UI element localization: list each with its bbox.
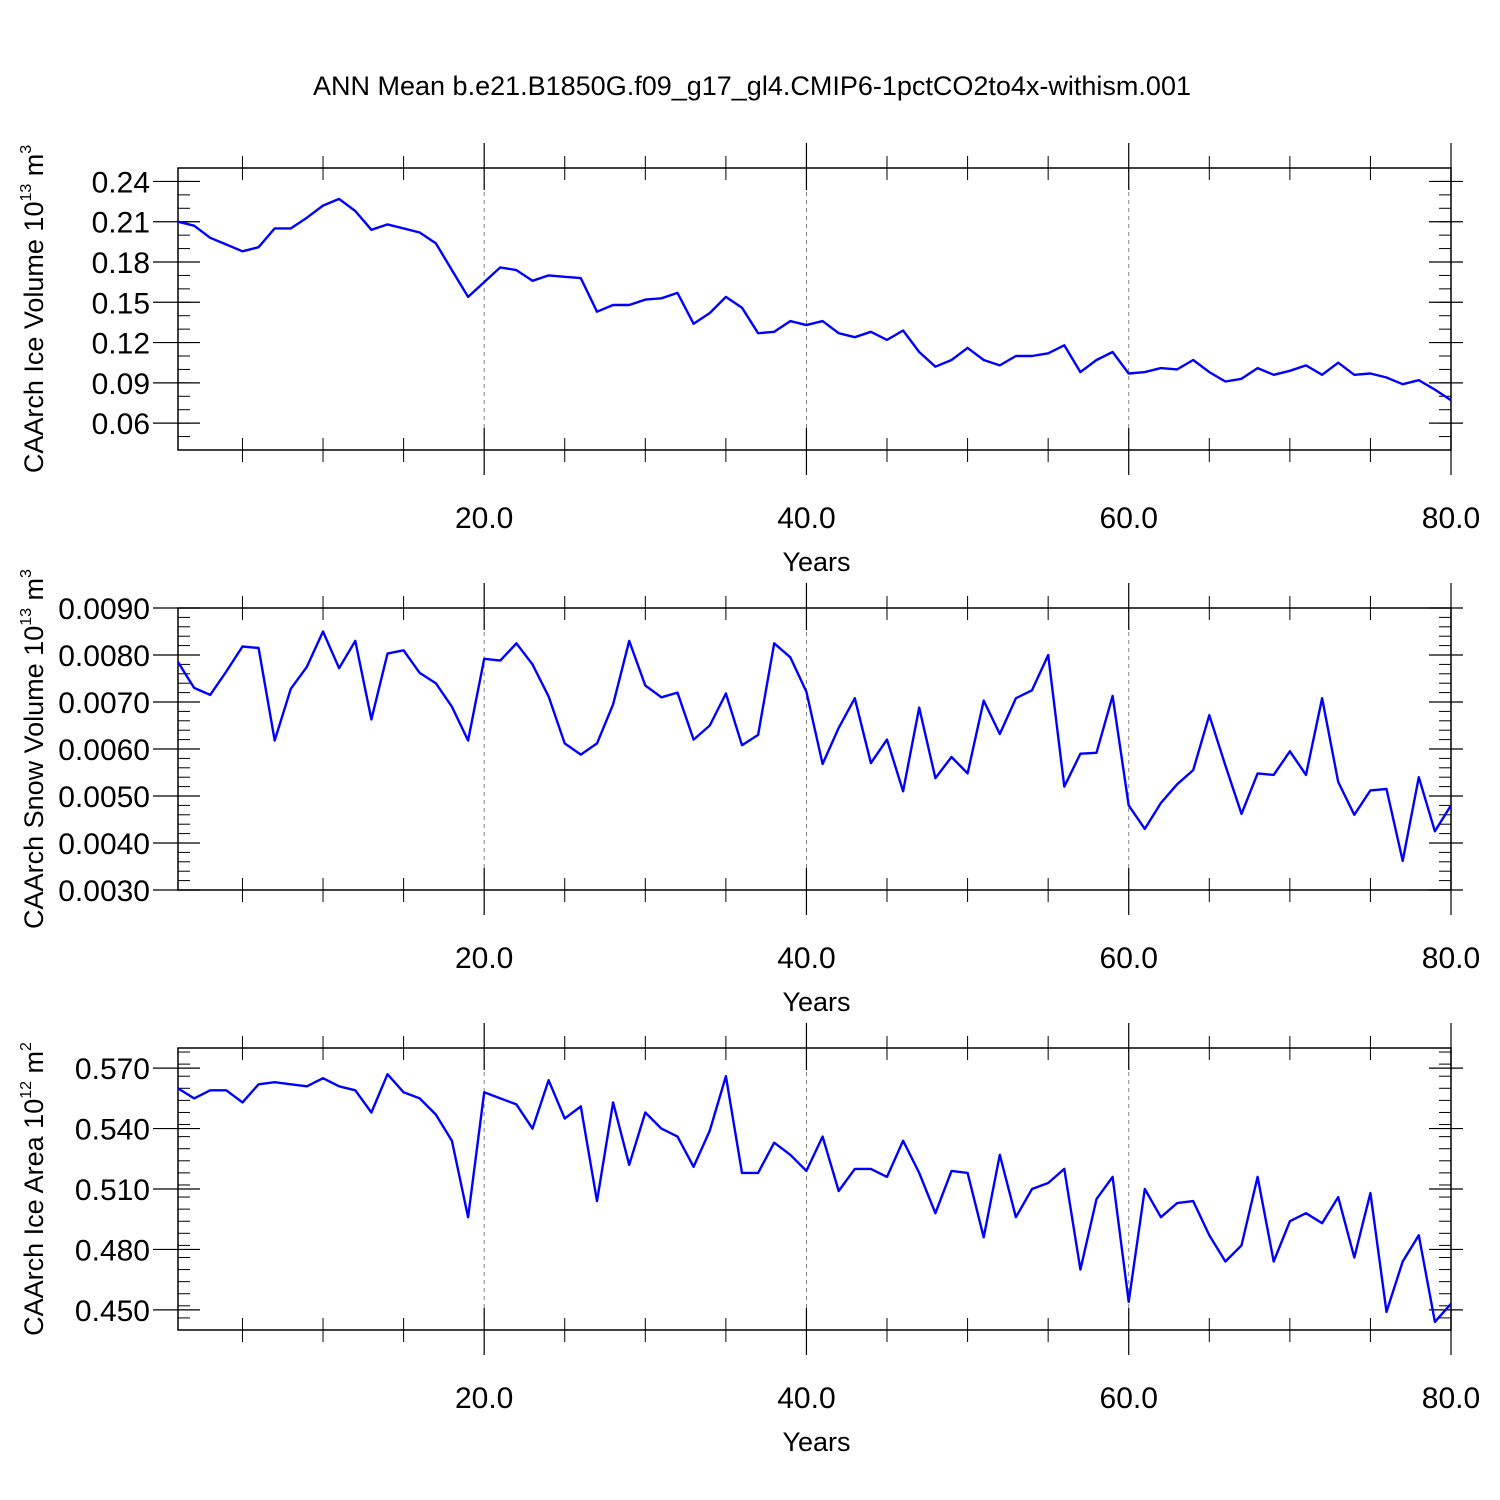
y-tick-label: 0.0050 <box>58 781 150 814</box>
figure-title: ANN Mean b.e21.B1850G.f09_g17_gl4.CMIP6-… <box>313 71 1191 101</box>
y-tick-label: 0.480 <box>75 1234 150 1267</box>
plot-frame <box>177 167 1452 451</box>
x-tick-label: 60.0 <box>1100 1382 1158 1415</box>
y-tick-label: 0.06 <box>92 408 150 441</box>
x-tick-label: 20.0 <box>455 942 513 975</box>
series-line <box>177 197 1452 402</box>
x-tick-label: 60.0 <box>1100 942 1158 975</box>
x-tick-label: 40.0 <box>777 502 835 535</box>
panel-ice-area: 0.450 0.480 0.510 0.540 0.570 20.0 40.0 60.0 80.… <box>18 1023 1480 1457</box>
x-tick-label: 20.0 <box>455 502 513 535</box>
series-line <box>177 1072 1452 1324</box>
y-tick-label: 0.21 <box>92 207 150 240</box>
x-tick-label: 60.0 <box>1100 502 1158 535</box>
y-tick-label: 0.570 <box>75 1053 150 1086</box>
y-tick-label: 0.12 <box>92 328 150 361</box>
y-tick-label: 0.0080 <box>58 640 150 673</box>
x-tick-label: 40.0 <box>777 1382 835 1415</box>
plot-frame <box>177 1047 1452 1331</box>
panel-snow-volume: 0.0030 0.0040 0.0050 0.0060 0.0070 0.0080 0.00… <box>18 569 1480 1017</box>
y-axis-label: CAArch Ice Volume 1013 m3 <box>18 145 49 473</box>
y-axis-label: CAArch Ice Area 1012 m2 <box>18 1042 49 1336</box>
y-tick-label: 0.450 <box>75 1295 150 1328</box>
y-tick-label: 0.0060 <box>58 734 150 767</box>
series-line <box>176 630 1453 863</box>
y-tick-label: 0.540 <box>75 1114 150 1147</box>
y-tick-label: 0.0030 <box>58 875 150 908</box>
plot-frame <box>177 607 1452 891</box>
y-tick-label: 0.15 <box>92 287 150 320</box>
x-tick-label: 80.0 <box>1422 502 1480 535</box>
x-tick-label: 80.0 <box>1422 1382 1480 1415</box>
x-tick-label: 40.0 <box>777 942 835 975</box>
x-axis-label: Years <box>782 1427 850 1457</box>
y-tick-label: 0.0070 <box>58 687 150 720</box>
x-axis-label: Years <box>782 987 850 1017</box>
y-tick-label: 0.18 <box>92 247 150 280</box>
panel-ice-volume: 0.06 0.09 0.12 0.15 0.18 0.21 0.24 20.0 40.0 60.0… <box>18 143 1480 577</box>
x-tick-label: 20.0 <box>455 1382 513 1415</box>
x-tick-label: 80.0 <box>1422 942 1480 975</box>
y-tick-label: 0.09 <box>92 368 150 401</box>
y-tick-label: 0.510 <box>75 1174 150 1207</box>
x-axis-label: Years <box>782 547 850 577</box>
y-tick-label: 0.0090 <box>58 593 150 626</box>
y-tick-label: 0.24 <box>92 166 150 199</box>
y-tick-label: 0.0040 <box>58 828 150 861</box>
y-axis-label: CAArch Snow Volume 1013 m3 <box>18 569 49 929</box>
